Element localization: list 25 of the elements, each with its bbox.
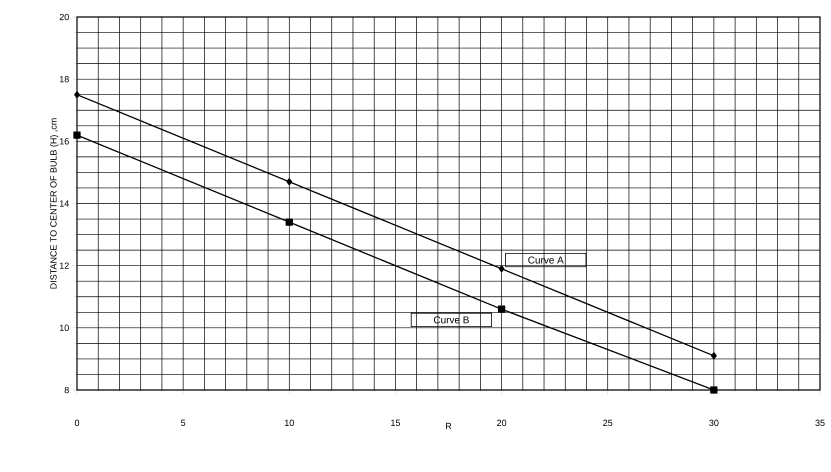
point xyxy=(286,218,293,226)
x-tick-label: 10 xyxy=(284,420,294,426)
y-tick-label: 18 xyxy=(60,76,69,82)
y-tick-label: 8 xyxy=(64,386,69,394)
y-tick-label: 10 xyxy=(60,324,69,332)
point xyxy=(286,178,292,186)
y-axis-title: DISTANCE TO CENTER OF BULB (H) ,cm xyxy=(50,118,58,289)
y-tick-label: 14 xyxy=(60,200,69,207)
x-tick-label: 15 xyxy=(391,420,400,426)
x-axis-title: R xyxy=(446,422,452,430)
point xyxy=(73,131,81,139)
point xyxy=(498,306,506,313)
x-tick-label: 25 xyxy=(603,420,612,426)
y-tick-label: 20 xyxy=(60,14,69,20)
x-tick-label: 0 xyxy=(74,420,80,426)
point xyxy=(710,386,718,394)
x-tick-label: 20 xyxy=(497,420,506,426)
point xyxy=(710,352,717,360)
y-tick-label: 12 xyxy=(60,262,69,269)
point xyxy=(498,265,504,272)
x-tick-label: 30 xyxy=(709,420,719,426)
point xyxy=(74,91,80,98)
y-tick-label: 16 xyxy=(60,138,69,145)
x-tick-label: 35 xyxy=(815,420,825,426)
x-tick-label: 5 xyxy=(181,420,186,426)
